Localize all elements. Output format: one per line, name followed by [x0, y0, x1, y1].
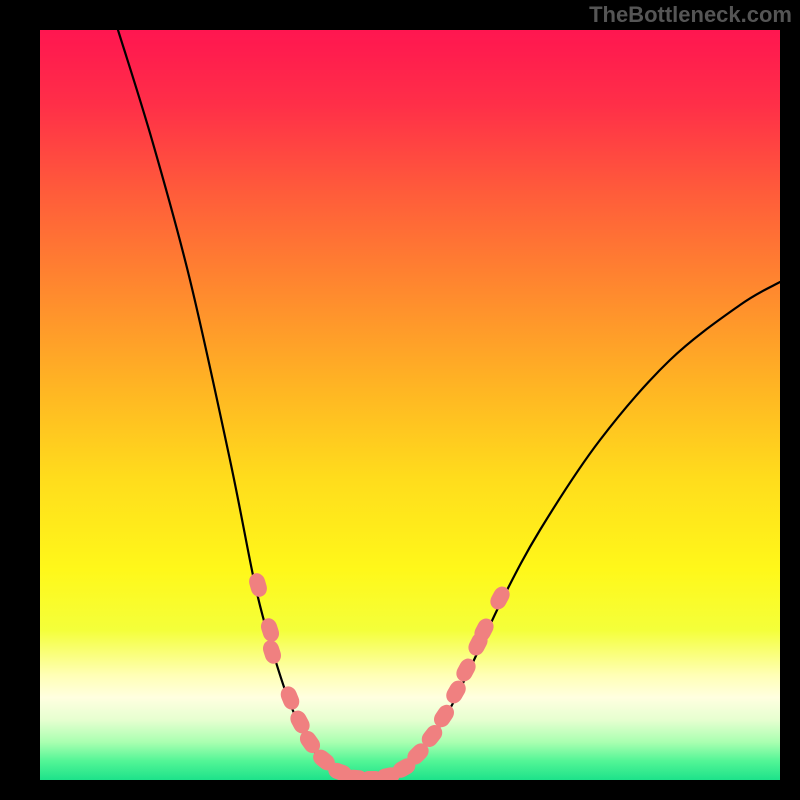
- plot-area: [40, 30, 780, 780]
- curve-marker: [259, 616, 282, 644]
- curve-marker: [261, 638, 284, 666]
- outer-frame: TheBottleneck.com: [0, 0, 800, 800]
- bottleneck-curve: [40, 30, 780, 780]
- curve-marker: [443, 678, 469, 707]
- curve-marker: [247, 571, 269, 598]
- curve-path: [118, 30, 780, 779]
- marker-group: [247, 571, 513, 780]
- curve-marker: [278, 684, 302, 712]
- watermark-text: TheBottleneck.com: [589, 2, 792, 28]
